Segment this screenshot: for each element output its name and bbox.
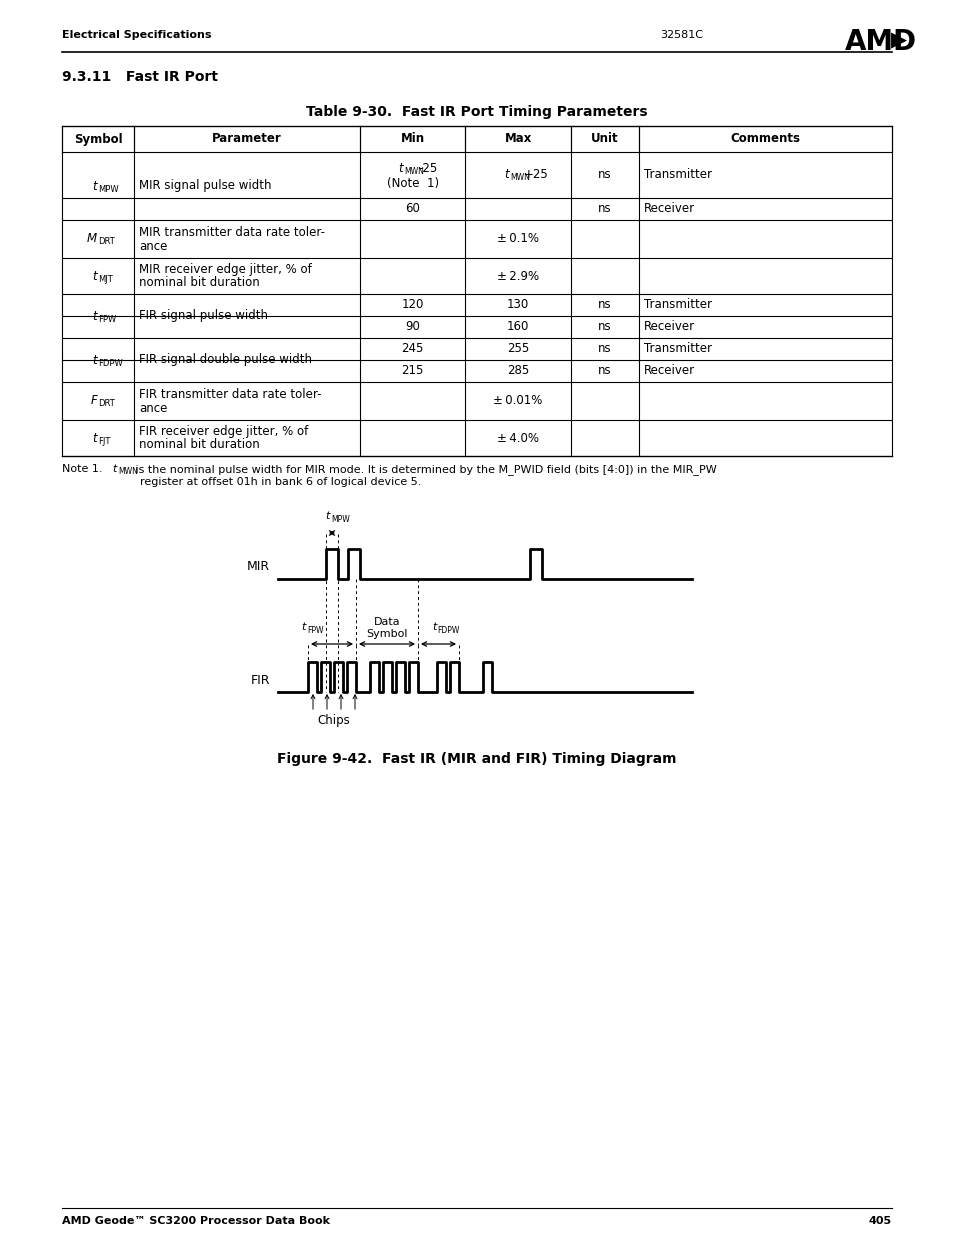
Text: FDPW: FDPW <box>437 626 459 635</box>
Text: t: t <box>432 622 436 632</box>
Text: 285: 285 <box>506 364 529 378</box>
Text: MWN: MWN <box>118 467 138 475</box>
Text: 90: 90 <box>405 321 419 333</box>
Text: MJT: MJT <box>98 274 112 284</box>
Text: is the nominal pulse width for MIR mode. It is determined by the M_PWID field (b: is the nominal pulse width for MIR mode.… <box>132 464 716 475</box>
Text: AMD: AMD <box>844 28 916 56</box>
Text: Note 1.: Note 1. <box>62 464 102 474</box>
Text: FIR transmitter data rate toler-: FIR transmitter data rate toler- <box>139 389 321 401</box>
Text: 255: 255 <box>506 342 529 356</box>
Text: MWN: MWN <box>404 168 424 177</box>
Text: Comments: Comments <box>730 132 800 146</box>
Text: t: t <box>112 464 116 474</box>
Text: Receiver: Receiver <box>643 203 694 215</box>
Text: F: F <box>91 394 97 408</box>
Text: ns: ns <box>598 364 611 378</box>
Text: Symbol: Symbol <box>366 629 407 638</box>
Text: Parameter: Parameter <box>212 132 282 146</box>
Text: DRT: DRT <box>98 237 114 247</box>
Text: 160: 160 <box>506 321 529 333</box>
Text: 405: 405 <box>868 1216 891 1226</box>
Text: Unit: Unit <box>591 132 618 146</box>
Text: Data: Data <box>374 618 400 627</box>
Text: t: t <box>325 511 330 521</box>
Text: -25: -25 <box>418 163 437 175</box>
Text: 32581C: 32581C <box>659 30 702 40</box>
Text: Electrical Specifications: Electrical Specifications <box>62 30 212 40</box>
Text: MPW: MPW <box>331 515 350 524</box>
Text: FJT: FJT <box>98 436 111 446</box>
Text: FIR: FIR <box>251 673 270 687</box>
Text: MIR receiver edge jitter, % of: MIR receiver edge jitter, % of <box>139 263 312 277</box>
Text: 245: 245 <box>401 342 423 356</box>
Text: ns: ns <box>598 203 611 215</box>
Text: M: M <box>87 232 97 246</box>
Text: Min: Min <box>400 132 424 146</box>
Text: ± 4.0%: ± 4.0% <box>497 431 538 445</box>
Text: FPW: FPW <box>307 626 323 635</box>
Text: t: t <box>92 310 97 322</box>
Text: Table 9-30.  Fast IR Port Timing Parameters: Table 9-30. Fast IR Port Timing Paramete… <box>306 105 647 119</box>
Text: t: t <box>92 179 97 193</box>
Text: ± 0.01%: ± 0.01% <box>493 394 542 408</box>
Text: t: t <box>398 163 403 175</box>
Text: FPW: FPW <box>98 315 116 324</box>
Text: 60: 60 <box>405 203 419 215</box>
Text: Transmitter: Transmitter <box>643 342 711 356</box>
Text: t: t <box>92 353 97 367</box>
Text: MIR: MIR <box>247 561 270 573</box>
Text: MIR transmitter data rate toler-: MIR transmitter data rate toler- <box>139 226 325 240</box>
Text: t: t <box>503 168 508 182</box>
Text: FIR receiver edge jitter, % of: FIR receiver edge jitter, % of <box>139 426 308 438</box>
Text: ± 0.1%: ± 0.1% <box>497 232 538 246</box>
Text: Figure 9-42.  Fast IR (MIR and FIR) Timing Diagram: Figure 9-42. Fast IR (MIR and FIR) Timin… <box>277 752 676 766</box>
Text: Receiver: Receiver <box>643 364 694 378</box>
Text: t: t <box>92 431 97 445</box>
Text: Receiver: Receiver <box>643 321 694 333</box>
Text: MIR signal pulse width: MIR signal pulse width <box>139 179 272 193</box>
Text: Max: Max <box>504 132 531 146</box>
Text: ns: ns <box>598 299 611 311</box>
Text: FIR signal pulse width: FIR signal pulse width <box>139 310 268 322</box>
Text: Transmitter: Transmitter <box>643 168 711 182</box>
Text: FDPW: FDPW <box>98 358 123 368</box>
Text: nominal bit duration: nominal bit duration <box>139 277 259 289</box>
Text: 215: 215 <box>401 364 423 378</box>
Text: +25: +25 <box>523 168 548 182</box>
Text: FIR signal double pulse width: FIR signal double pulse width <box>139 353 312 367</box>
Text: Transmitter: Transmitter <box>643 299 711 311</box>
Text: Symbol: Symbol <box>73 132 122 146</box>
Text: ± 2.9%: ± 2.9% <box>497 269 538 283</box>
Text: (Note  1): (Note 1) <box>386 178 438 190</box>
Text: Chips: Chips <box>317 714 350 727</box>
Text: 9.3.11   Fast IR Port: 9.3.11 Fast IR Port <box>62 70 218 84</box>
Text: register at offset 01h in bank 6 of logical device 5.: register at offset 01h in bank 6 of logi… <box>140 477 421 487</box>
Text: ance: ance <box>139 401 168 415</box>
Text: ns: ns <box>598 342 611 356</box>
Text: ns: ns <box>598 321 611 333</box>
Text: DRT: DRT <box>98 399 114 409</box>
Text: 120: 120 <box>401 299 423 311</box>
Text: ns: ns <box>598 168 611 182</box>
Text: MPW: MPW <box>98 184 118 194</box>
Text: t: t <box>92 269 97 283</box>
Text: t: t <box>301 622 306 632</box>
Text: MWN: MWN <box>510 173 530 183</box>
Text: 130: 130 <box>506 299 529 311</box>
Text: AMD Geode™ SC3200 Processor Data Book: AMD Geode™ SC3200 Processor Data Book <box>62 1216 330 1226</box>
Text: ance: ance <box>139 240 168 252</box>
Text: nominal bit duration: nominal bit duration <box>139 438 259 452</box>
Text: ▶: ▶ <box>890 30 906 49</box>
